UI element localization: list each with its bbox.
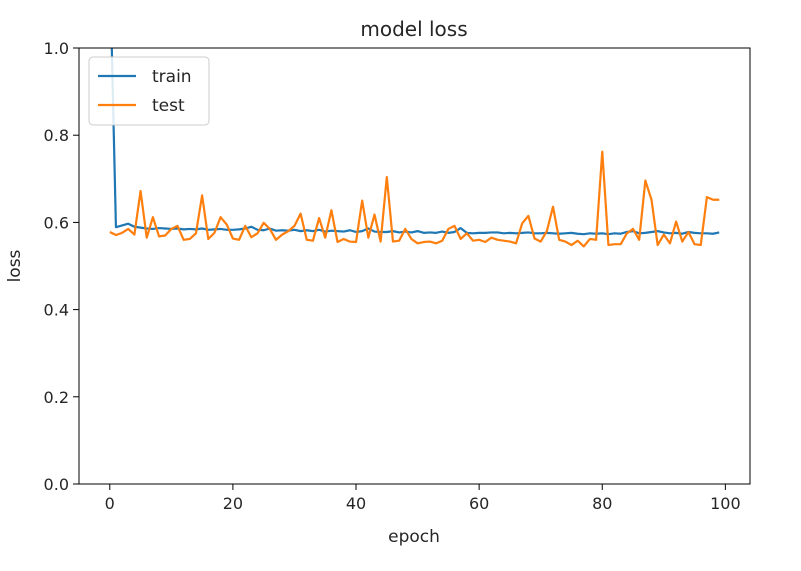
x-axis-label: epoch [388,527,440,547]
x-tick-label: 0 [105,494,115,513]
x-axis: 0 20 40 60 80 100 [105,484,741,513]
chart-title: model loss [360,17,467,41]
y-tick-label: 0.2 [44,388,69,407]
series-line-train [110,48,720,236]
y-axis: 0.0 0.2 0.4 0.6 0.8 1.0 [44,39,79,494]
y-tick-label: 0.8 [44,126,69,145]
x-tick-label: 80 [592,494,612,513]
plot-frame [78,47,751,485]
x-tick-label: 20 [223,494,243,513]
x-tick-label: 60 [469,494,489,513]
y-tick-label: 1.0 [44,39,69,58]
series-layer [109,48,720,248]
x-tick-label: 40 [346,494,366,513]
y-tick-label: 0.4 [44,301,69,320]
legend-label-test: test [152,96,185,116]
y-tick-label: 0.6 [44,213,69,232]
series-line-test [109,150,720,248]
y-axis-label: loss [5,249,25,282]
legend: train test [88,56,210,126]
x-tick-label: 100 [710,494,741,513]
legend-box [88,56,210,126]
legend-label-train: train [152,67,192,87]
y-tick-label: 0.0 [44,475,69,494]
